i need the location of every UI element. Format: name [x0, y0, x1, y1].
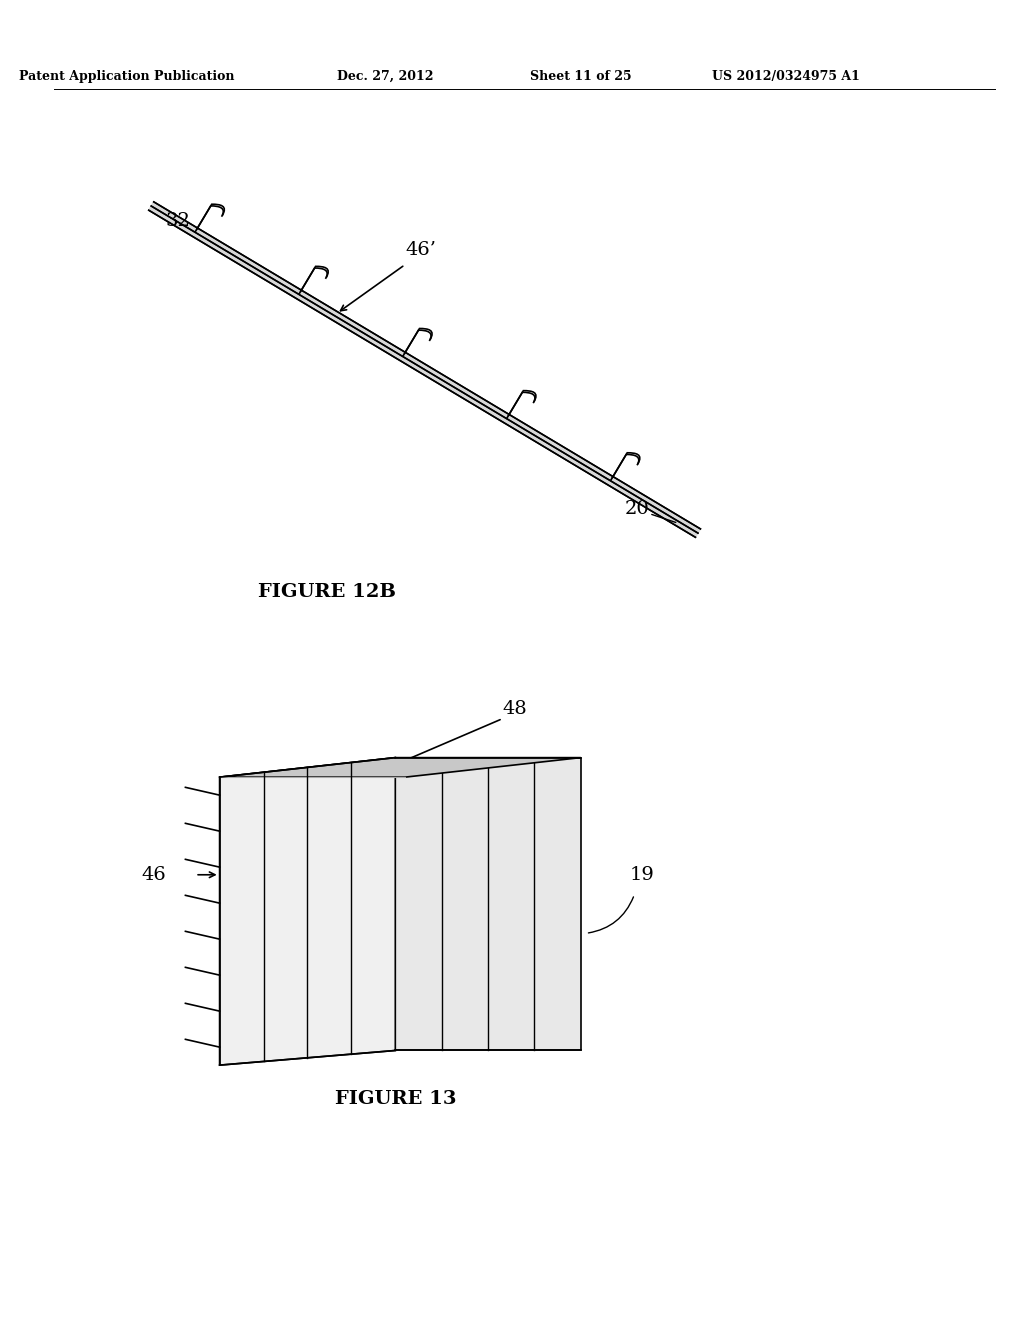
Polygon shape: [219, 758, 581, 777]
Polygon shape: [395, 758, 581, 1051]
Text: 46’: 46’: [406, 242, 436, 259]
Text: FIGURE 12B: FIGURE 12B: [258, 582, 396, 601]
Text: FIGURE 13: FIGURE 13: [335, 1090, 456, 1109]
Text: 19: 19: [630, 866, 654, 884]
Text: US 2012/0324975 A1: US 2012/0324975 A1: [712, 70, 860, 83]
Text: 20: 20: [625, 500, 649, 517]
Text: Sheet 11 of 25: Sheet 11 of 25: [530, 70, 632, 83]
Text: 32: 32: [166, 211, 190, 230]
Polygon shape: [219, 758, 395, 1065]
Polygon shape: [148, 202, 700, 537]
Text: Dec. 27, 2012: Dec. 27, 2012: [337, 70, 434, 83]
Text: Patent Application Publication: Patent Application Publication: [19, 70, 234, 83]
Text: 48: 48: [503, 700, 527, 718]
Text: 46: 46: [141, 866, 166, 884]
